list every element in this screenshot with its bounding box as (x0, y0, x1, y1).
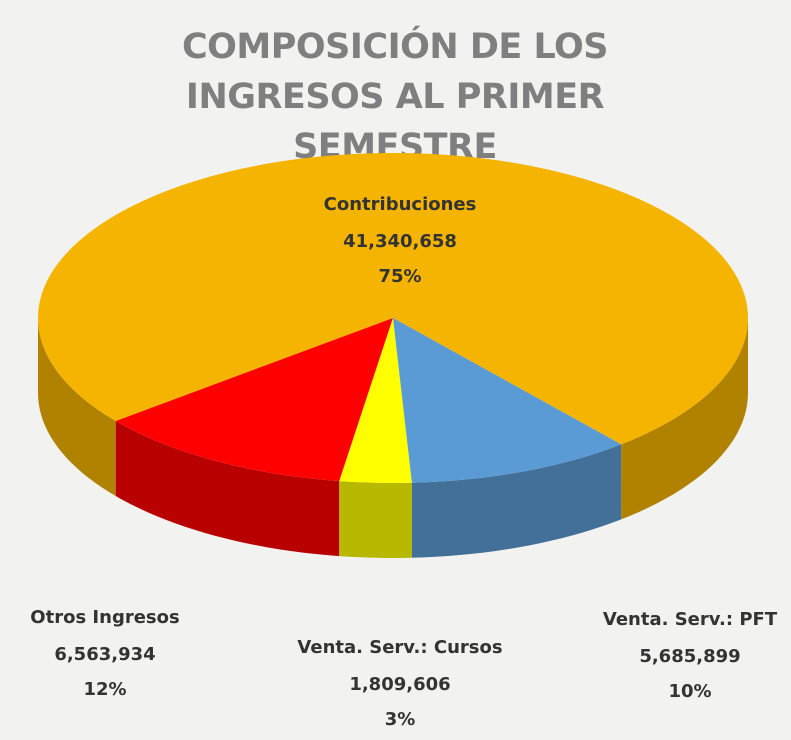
slice (38, 153, 748, 445)
data-label-percent: 12% (83, 679, 126, 700)
data-label-value: 1,809,606 (349, 674, 450, 695)
data-label-percent: 75% (378, 266, 421, 287)
slice-side (38, 318, 116, 497)
slice-side (115, 421, 340, 557)
slice-side (339, 481, 412, 558)
data-label-value: 6,563,934 (54, 644, 155, 665)
slice-side (411, 444, 622, 558)
data-label-percent: 10% (668, 681, 711, 702)
data-label-category: Otros Ingresos (30, 607, 179, 628)
slice-side (621, 318, 748, 520)
data-label-category: Venta. Serv.: PFT (603, 609, 778, 630)
data-label-value: 5,685,899 (639, 646, 740, 667)
slice (393, 318, 622, 483)
data-label-percent: 3% (385, 709, 416, 730)
data-label-category: Contribuciones (324, 194, 477, 215)
data-label-value: 41,340,658 (343, 231, 457, 252)
data-label-category: Venta. Serv.: Cursos (297, 637, 502, 658)
slice (115, 318, 393, 482)
chart-title: COMPOSICIÓN DE LOS INGRESOS AL PRIMER SE… (181, 27, 609, 167)
slice (339, 318, 412, 483)
